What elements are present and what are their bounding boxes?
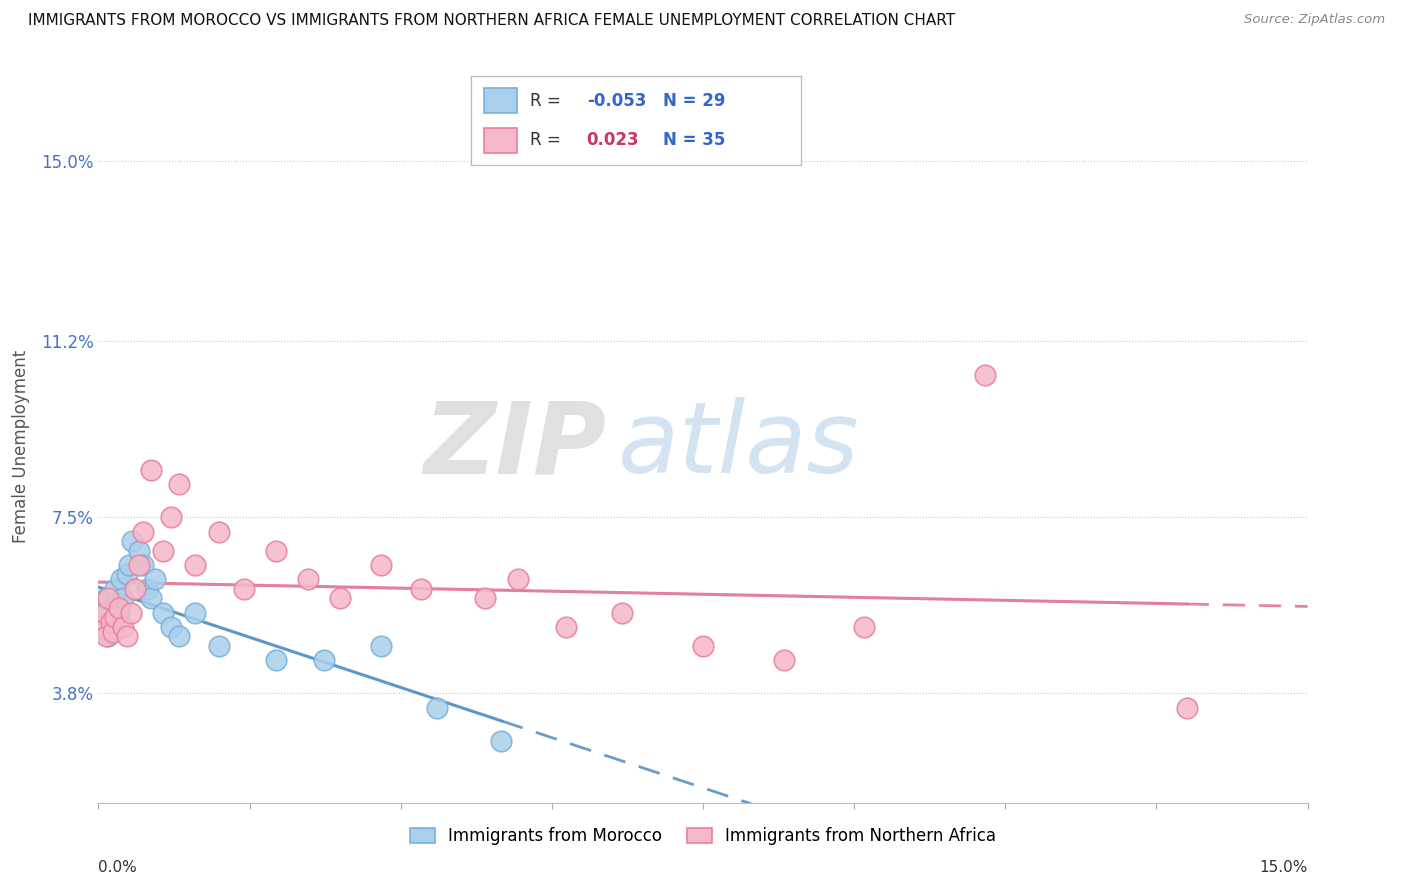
Point <box>370 558 392 572</box>
Text: 0.0%: 0.0% <box>98 860 138 875</box>
Text: N = 35: N = 35 <box>662 131 725 149</box>
Point <box>974 368 997 382</box>
Point <box>96 591 118 606</box>
Text: IMMIGRANTS FROM MOROCCO VS IMMIGRANTS FROM NORTHERN AFRICA FEMALE UNEMPLOYMENT C: IMMIGRANTS FROM MOROCCO VS IMMIGRANTS FR… <box>28 13 955 29</box>
Point <box>97 629 120 643</box>
Point <box>152 606 174 620</box>
Point <box>208 639 231 653</box>
Point <box>264 543 287 558</box>
Point <box>100 615 122 629</box>
Legend: Immigrants from Morocco, Immigrants from Northern Africa: Immigrants from Morocco, Immigrants from… <box>404 821 1002 852</box>
Point <box>91 620 114 634</box>
Point <box>118 558 141 572</box>
Point <box>232 582 254 596</box>
Point <box>107 600 129 615</box>
Point <box>115 629 138 643</box>
Point <box>1175 700 1198 714</box>
Point <box>329 591 352 606</box>
Point <box>103 582 125 596</box>
Point <box>97 591 120 606</box>
Point <box>555 620 578 634</box>
Point <box>426 700 449 714</box>
Point <box>135 582 157 596</box>
Point <box>506 572 529 586</box>
Point <box>692 639 714 653</box>
Point <box>111 591 134 606</box>
Point <box>120 606 142 620</box>
Point <box>370 639 392 653</box>
Point <box>167 629 190 643</box>
Point <box>124 582 146 596</box>
Point <box>139 591 162 606</box>
Text: 0.023: 0.023 <box>586 131 640 149</box>
Point <box>152 543 174 558</box>
Point <box>208 524 231 539</box>
Point <box>143 572 166 586</box>
Point <box>160 510 183 524</box>
Point <box>100 615 122 629</box>
Point <box>409 582 432 596</box>
Point <box>160 620 183 634</box>
Bar <box>484 88 517 113</box>
Text: atlas: atlas <box>619 398 860 494</box>
Point <box>184 558 207 572</box>
Text: ZIP: ZIP <box>423 398 606 494</box>
Text: -0.053: -0.053 <box>586 92 645 110</box>
Point <box>314 653 336 667</box>
Point <box>612 606 634 620</box>
Point <box>94 606 117 620</box>
Point <box>139 463 162 477</box>
Text: R =: R = <box>530 92 567 110</box>
Point <box>184 606 207 620</box>
Point <box>96 629 118 643</box>
Bar <box>484 128 517 153</box>
Point <box>115 567 138 582</box>
Point <box>297 572 319 586</box>
Point <box>853 620 876 634</box>
Point <box>121 534 143 549</box>
Point <box>94 620 117 634</box>
Point <box>132 558 155 572</box>
Point <box>474 591 496 606</box>
Point <box>101 610 124 624</box>
Point <box>91 606 114 620</box>
Y-axis label: Female Unemployment: Female Unemployment <box>11 350 30 542</box>
Text: R =: R = <box>530 131 567 149</box>
Point <box>110 572 132 586</box>
Point <box>101 624 124 639</box>
Point <box>167 477 190 491</box>
Point <box>111 620 134 634</box>
Point <box>491 734 513 748</box>
Text: 15.0%: 15.0% <box>1260 860 1308 875</box>
Point <box>107 606 129 620</box>
Point <box>128 558 150 572</box>
Point <box>264 653 287 667</box>
Text: N = 29: N = 29 <box>662 92 725 110</box>
Text: Source: ZipAtlas.com: Source: ZipAtlas.com <box>1244 13 1385 27</box>
Point <box>132 524 155 539</box>
Point <box>128 543 150 558</box>
Point <box>105 596 128 610</box>
Point <box>103 610 125 624</box>
Point <box>772 653 794 667</box>
